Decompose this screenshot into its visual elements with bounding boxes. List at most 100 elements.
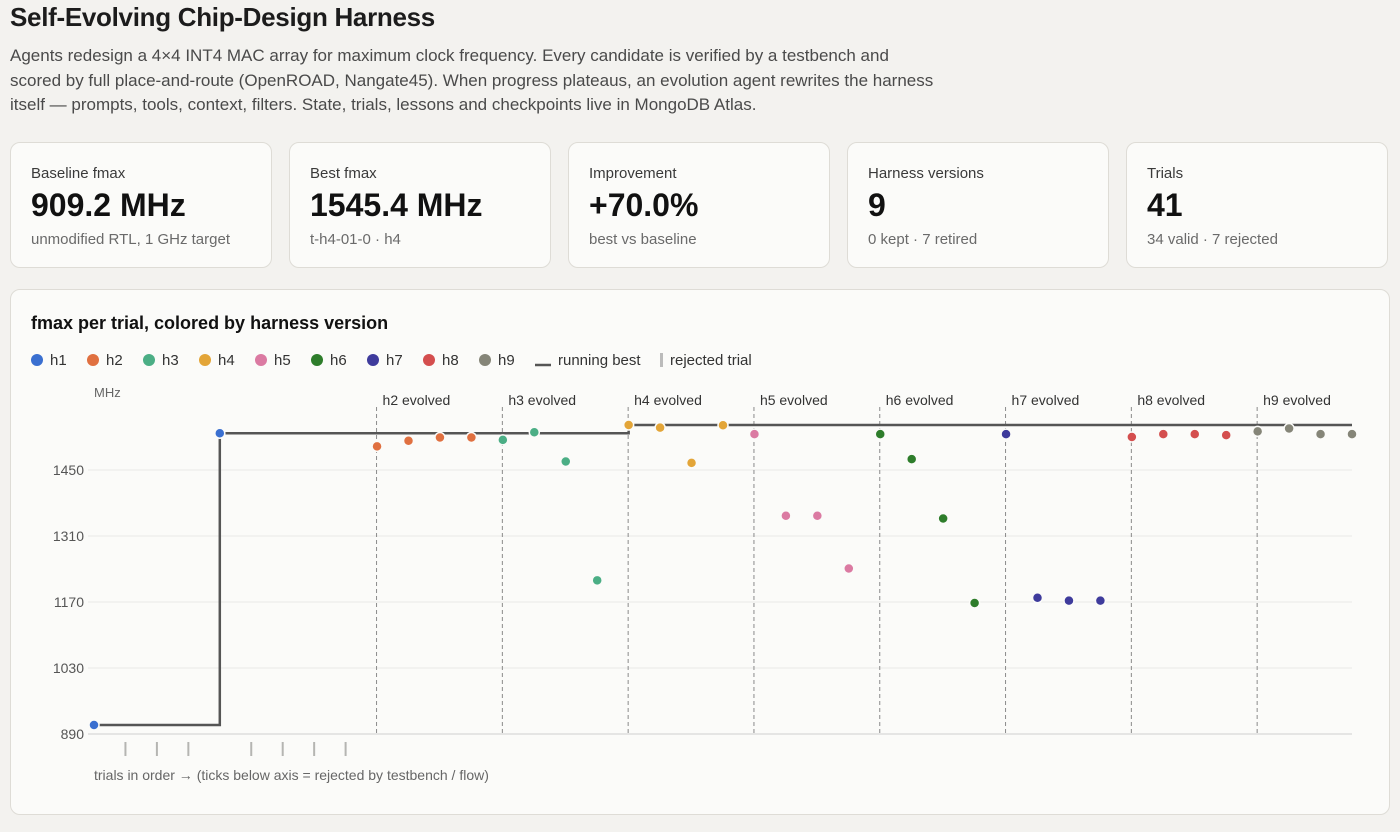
y-tick-label: 1310	[53, 528, 84, 544]
stat-label: Best fmax	[310, 165, 377, 182]
stat-card-improvement: Improvement +70.0% best vs baseline	[568, 142, 830, 268]
data-point-h3	[591, 574, 603, 587]
legend-label-h3: h3	[162, 352, 179, 369]
evolution-marker-label: h3 evolved	[508, 392, 576, 408]
legend-label-h8: h8	[442, 352, 459, 369]
data-point-h4	[654, 421, 666, 434]
evolution-marker-label: h6 evolved	[886, 392, 954, 408]
data-point-h5	[780, 509, 792, 522]
page-title: Self-Evolving Chip-Design Harness	[10, 2, 435, 32]
rejected-trial-tick	[124, 742, 127, 756]
rejected-trial-tick	[313, 742, 316, 756]
data-point-h6	[874, 428, 886, 440]
stat-value: 909.2 MHz	[31, 187, 186, 223]
legend-label-h2: h2	[106, 352, 123, 369]
legend-swatch-h7	[367, 354, 379, 366]
chart-title: fmax per trial, colored by harness versi…	[31, 313, 389, 333]
data-point-h6	[905, 453, 918, 465]
stat-subtitle: 34 valid · 7 rejected	[1147, 231, 1278, 248]
data-point-h2	[434, 431, 446, 444]
stat-label: Baseline fmax	[31, 165, 126, 182]
data-point-h7	[1094, 594, 1107, 607]
stat-subtitle: t-h4-01-0 · h4	[310, 231, 401, 248]
y-tick-label: 1170	[54, 594, 84, 610]
legend-label-h5: h5	[274, 352, 291, 369]
stat-label: Trials	[1147, 165, 1184, 182]
data-point-h4	[717, 419, 729, 431]
data-point-h7	[1000, 428, 1012, 440]
fmax-scatter-chart: h1 h2 h3 h4 h5 h6 h7 h8 h9 running best rejected t…	[31, 352, 1358, 783]
stat-label: Improvement	[589, 165, 677, 182]
evolution-marker-label: h7 evolved	[1012, 392, 1080, 408]
data-point-h5	[843, 562, 855, 575]
stat-card-trials: Trials 41 34 valid · 7 rejected	[1126, 142, 1388, 268]
y-tick-label: 890	[61, 726, 85, 742]
evolution-marker-label: h9 evolved	[1263, 392, 1331, 408]
data-point-h4	[622, 419, 635, 431]
legend-label-h9: h9	[498, 352, 515, 369]
legend-swatch-rejected	[660, 353, 663, 367]
legend-label-running-best: running best	[558, 352, 641, 369]
data-point-h6	[968, 597, 981, 609]
data-point-h2	[402, 435, 415, 447]
rejected-trial-tick	[250, 742, 253, 756]
y-tick-label: 1030	[53, 660, 84, 676]
rejected-trial-tick	[344, 742, 347, 756]
stat-subtitle: 0 kept · 7 retired	[868, 231, 978, 248]
legend-swatch-h4	[199, 354, 211, 366]
legend-label-rejected: rejected trial	[670, 352, 752, 369]
data-point-h1	[88, 719, 100, 731]
stat-value: 1545.4 MHz	[310, 187, 483, 223]
data-point-h9	[1283, 422, 1295, 435]
data-point-h8	[1220, 429, 1232, 441]
data-point-h4	[685, 457, 698, 469]
legend-label-h4: h4	[218, 352, 235, 369]
data-point-h9	[1251, 425, 1264, 438]
chart-panel: fmax per trial, colored by harness versi…	[10, 289, 1390, 815]
rejected-trial-tick	[281, 742, 284, 756]
evolution-marker-label: h4 evolved	[634, 392, 702, 408]
stat-value: 9	[868, 187, 886, 223]
legend-swatch-h9	[479, 354, 491, 366]
legend-swatch-h5	[255, 354, 267, 366]
stat-card-baseline-fmax: Baseline fmax 909.2 MHz unmodified RTL, …	[10, 142, 272, 268]
x-axis-caption: trials in order → (ticks below axis = re…	[94, 767, 489, 783]
legend-swatch-h3	[143, 354, 155, 366]
data-point-h7	[1031, 592, 1044, 604]
evolution-marker-label: h2 evolved	[383, 392, 451, 408]
data-point-h1	[214, 427, 226, 439]
evolution-marker-label: h5 evolved	[760, 392, 828, 408]
stat-value: +70.0%	[589, 187, 699, 223]
data-point-h9	[1346, 428, 1358, 440]
data-point-h2	[371, 440, 383, 453]
stat-subtitle: best vs baseline	[589, 231, 697, 248]
legend-swatch-h1	[31, 354, 43, 366]
stat-label: Harness versions	[868, 165, 984, 182]
y-axis-label: MHz	[94, 385, 121, 400]
legend-label-h1: h1	[50, 352, 67, 369]
data-point-h8	[1189, 428, 1201, 440]
stat-card-harness-versions: Harness versions 9 0 kept · 7 retired	[847, 142, 1109, 268]
data-point-h5	[811, 509, 824, 522]
legend-label-h6: h6	[330, 352, 347, 369]
stat-value: 41	[1147, 187, 1183, 223]
data-point-h5	[748, 428, 761, 440]
data-point-h3	[497, 434, 509, 446]
running-best-line	[94, 423, 1352, 727]
data-point-h3	[560, 455, 572, 468]
legend-swatch-h8	[423, 354, 435, 366]
data-point-h9	[1314, 428, 1327, 440]
legend-label-h7: h7	[386, 352, 403, 369]
rejected-trial-tick	[187, 742, 190, 756]
data-point-h3	[528, 426, 541, 439]
stat-card-best-fmax: Best fmax 1545.4 MHz t-h4-01-0 · h4	[289, 142, 551, 268]
legend-swatch-h6	[311, 354, 323, 366]
data-point-h8	[1157, 428, 1170, 440]
data-point-h2	[465, 431, 478, 444]
page-description: Agents redesign a 4×4 INT4 MAC array for…	[10, 46, 934, 114]
legend-swatch-h2	[87, 354, 99, 366]
stat-subtitle: unmodified RTL, 1 GHz target	[31, 231, 230, 248]
data-point-h7	[1063, 594, 1075, 607]
y-tick-label: 1450	[53, 462, 84, 478]
evolution-marker-label: h8 evolved	[1137, 392, 1205, 408]
